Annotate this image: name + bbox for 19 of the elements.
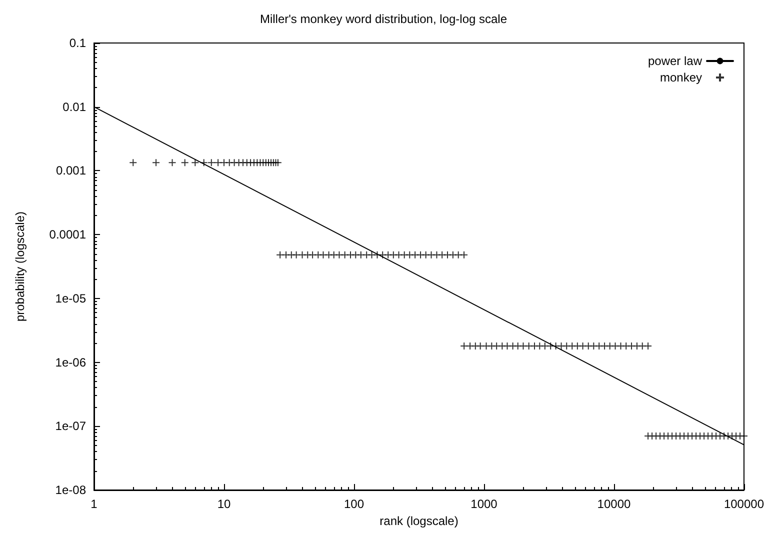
x-axis-title: rank (logscale)	[380, 514, 458, 528]
y-axis-title: probability (logscale)	[13, 211, 27, 322]
legend-label: monkey	[660, 70, 702, 84]
x-tick-label: 1000	[470, 497, 498, 511]
x-tick-label: 100000	[724, 497, 764, 511]
chart-title: Miller's monkey word distribution, log-log scale	[260, 12, 508, 26]
y-tick-label: 0.001	[56, 164, 86, 178]
y-tick-label: 1e-06	[55, 355, 86, 370]
legend-label: power law	[648, 54, 702, 68]
x-tick-label: 1	[90, 497, 98, 511]
y-tick-label: 1e-07	[55, 419, 86, 434]
y-tick-label: 1e-08	[55, 483, 86, 497]
y-tick-label: 0.1	[69, 36, 86, 50]
y-tick-label: 0.01	[62, 100, 86, 114]
y-tick-label: 1e-05	[55, 291, 86, 306]
x-tick-label: 10	[217, 497, 231, 511]
y-tick-label: 0.0001	[49, 228, 86, 242]
x-tick-label: 10000	[597, 497, 631, 511]
x-tick-label: 100	[344, 497, 364, 511]
